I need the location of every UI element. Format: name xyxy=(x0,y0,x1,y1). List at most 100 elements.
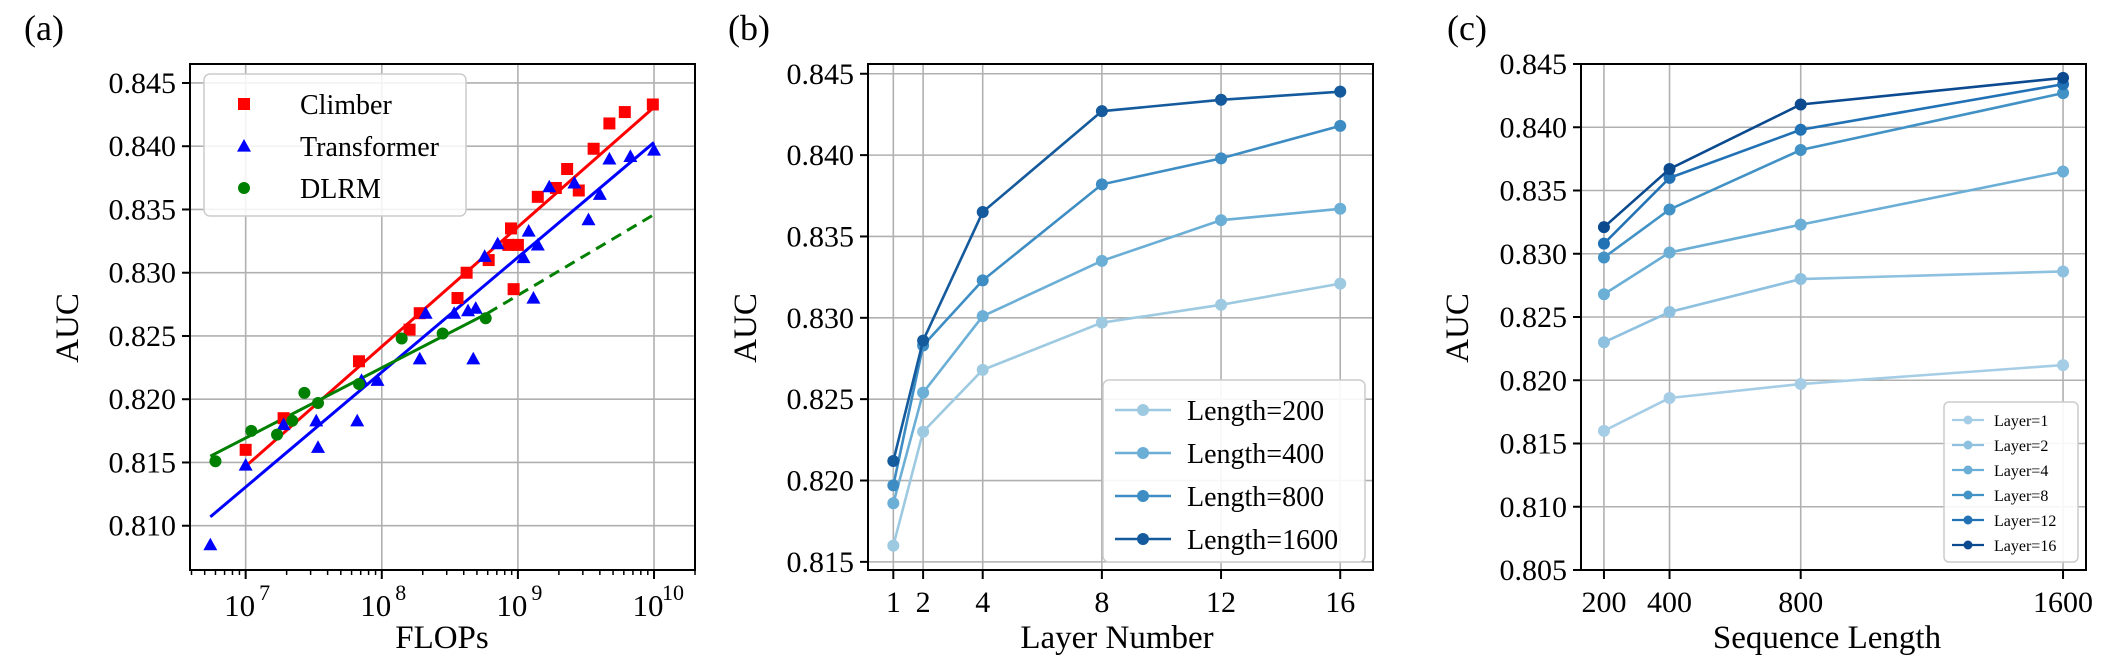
climber-point xyxy=(460,266,473,279)
transformer-point xyxy=(276,417,291,431)
legend-transformer-label: Transformer xyxy=(300,132,440,163)
transformer-point xyxy=(530,237,545,251)
panel-c-label: (c) xyxy=(1447,8,1487,48)
layer-16-line xyxy=(1603,76,2064,229)
panel-a-ytick-label: 0.810 xyxy=(109,510,177,543)
layer-2-point xyxy=(1663,305,1676,318)
panel-b-ytick-label: 0.835 xyxy=(787,220,855,253)
legend-length-400-marker xyxy=(1137,447,1149,459)
panel-b-legend-box xyxy=(1102,379,1366,563)
legend-length-800-label: Length=800 xyxy=(1187,482,1324,513)
climber-point xyxy=(587,142,600,155)
layer-16-point xyxy=(1663,162,1676,175)
panel-c-xtick-label: 200 xyxy=(1581,586,1626,619)
length-400-point xyxy=(887,497,900,510)
length-800-point xyxy=(976,274,989,287)
panel-b-ytick-label: 0.845 xyxy=(787,58,855,91)
length-200-point xyxy=(1095,316,1108,329)
panel-a-ticks: 0.810 0.815 0.820 0.825 0.830 0.835 0.840 0.845… xyxy=(109,67,696,623)
climber-point xyxy=(505,222,518,235)
panel-c-xtick-label: 1600 xyxy=(2033,586,2093,619)
legend-layer-8-label: Layer=8 xyxy=(1994,488,2048,505)
panel-a-marks xyxy=(203,98,662,551)
transformer-point xyxy=(350,413,365,427)
length-400-point xyxy=(976,310,989,323)
transformer-point xyxy=(567,175,582,189)
panel-c-ytick-label: 0.845 xyxy=(1500,48,1568,81)
length-200-point xyxy=(1334,277,1347,290)
panel-a-ytick-label: 0.815 xyxy=(109,446,177,479)
layer-8-point xyxy=(1597,251,1610,264)
panel-c-xlabel: Sequence Length xyxy=(1713,620,1942,656)
panel-c-ytick-label: 0.820 xyxy=(1500,364,1568,397)
panel-a-ylabel: AUC xyxy=(50,293,86,363)
length-800-line xyxy=(892,124,1341,486)
panel-a-xtick-exponent: 7 xyxy=(259,580,270,605)
length-1600-point xyxy=(976,206,989,219)
panel-c-ytick-label: 0.835 xyxy=(1500,175,1568,208)
panel-a-flops-scaling: (a) 0.8100.8150.8200.8250.8300.8350.8400… xyxy=(24,8,696,656)
climber-point xyxy=(507,283,520,296)
length-800-point xyxy=(1095,178,1108,191)
dlrm-point xyxy=(271,428,284,441)
panel-c-ytick-label: 0.840 xyxy=(1500,111,1568,144)
legend-layer-1-marker xyxy=(1963,415,1973,425)
panel-b-xtick-label: 16 xyxy=(1325,586,1355,619)
length-400-point xyxy=(917,386,930,399)
length-400-point xyxy=(1334,202,1347,215)
dlrm-extrapolation-line xyxy=(486,213,655,315)
dlrm-point xyxy=(395,332,408,345)
legend-transformer-marker xyxy=(237,139,251,152)
climber-point xyxy=(502,238,515,251)
layer-2-point xyxy=(1597,336,1610,349)
length-200-point xyxy=(887,539,900,552)
layer-12-line xyxy=(1603,82,2064,245)
dlrm-point xyxy=(298,386,311,399)
layer-2-point xyxy=(2057,265,2070,278)
panel-a-ytick-label: 0.835 xyxy=(109,193,177,226)
layer-4-point xyxy=(1597,288,1610,301)
length-400-line xyxy=(892,207,1341,504)
layer-1-point xyxy=(1794,378,1807,391)
dlrm-point xyxy=(209,455,222,468)
transformer-point xyxy=(516,250,531,264)
transformer-point xyxy=(521,223,536,237)
dlrm-point xyxy=(286,414,299,427)
panel-a-xtick-exponent: 10 xyxy=(662,580,684,605)
panel-a-label: (a) xyxy=(24,8,64,48)
length-200-line xyxy=(892,282,1341,546)
panel-b-ytick-label: 0.815 xyxy=(787,546,855,579)
panel-a-legend-box xyxy=(203,73,467,217)
layer-12-point xyxy=(1794,123,1807,136)
legend-dlrm-marker xyxy=(238,182,250,194)
transformer-fit-line xyxy=(209,141,655,519)
climber-point xyxy=(618,106,631,119)
panel-b-ylabel: AUC xyxy=(728,293,764,363)
dlrm-point xyxy=(352,378,365,391)
dlrm-point xyxy=(245,424,258,437)
transformer-point xyxy=(311,440,326,453)
transformer-point xyxy=(468,301,483,314)
panel-a-xlabel: FLOPs xyxy=(395,620,489,656)
climber-point xyxy=(403,323,416,336)
length-800-point xyxy=(887,479,900,492)
panel-b-ytick-label: 0.825 xyxy=(787,383,855,416)
layer-16-point xyxy=(1794,98,1807,111)
panel-a-xtick-exponent: 8 xyxy=(395,580,406,605)
panel-a-xtick-base: 10 xyxy=(633,588,664,623)
transformer-point xyxy=(647,143,662,156)
legend-layer-16-marker xyxy=(1963,540,1973,550)
layer-2-point xyxy=(1794,273,1807,286)
length-1600-point xyxy=(887,454,900,467)
climber-point xyxy=(451,292,464,305)
panel-c-marks xyxy=(1597,71,2070,437)
transformer-point xyxy=(412,351,427,365)
layer-8-point xyxy=(1794,144,1807,157)
length-200-point xyxy=(1215,298,1228,311)
panel-b-layer-number: (b) 0.815 0.820 0.825 0.830 0.835 0.840 0.845 1… xyxy=(728,8,1374,656)
transformer-point xyxy=(490,236,505,250)
legend-length-200-label: Length=200 xyxy=(1187,396,1324,427)
layer-2-line xyxy=(1603,270,2064,344)
transformer-point xyxy=(238,458,253,471)
layer-4-point xyxy=(2057,165,2070,178)
